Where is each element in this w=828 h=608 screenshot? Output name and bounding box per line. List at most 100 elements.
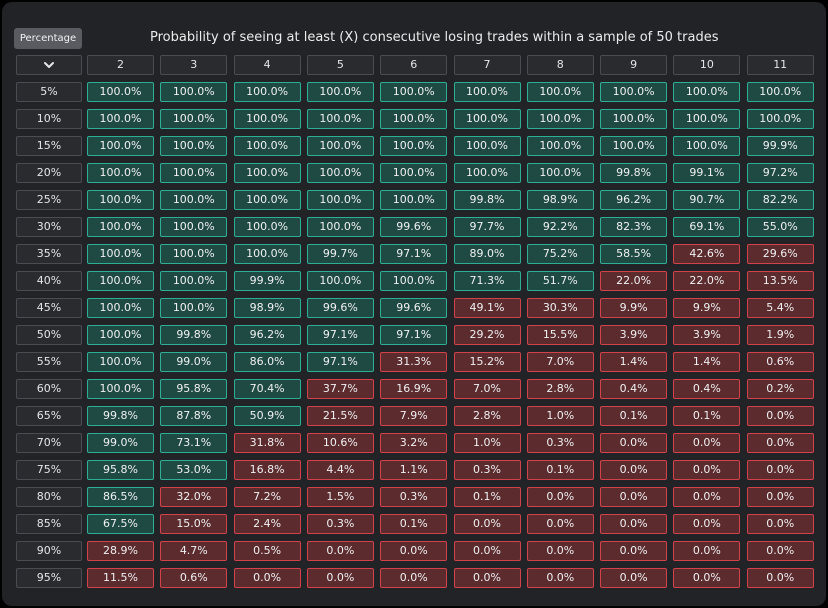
table-cell: 73.1%: [160, 433, 228, 453]
table-cell: 0.0%: [306, 541, 374, 561]
table-cell: 3.9%: [673, 325, 741, 345]
table-cell: 50.9%: [233, 406, 301, 426]
table-cell: 0.3%: [306, 514, 374, 534]
table-cell: 0.0%: [746, 487, 814, 507]
table-cell: 89.0%: [453, 244, 521, 264]
table-cell: 9.9%: [673, 298, 741, 318]
table-cell: 7.2%: [233, 487, 301, 507]
table-cell: 100.0%: [87, 163, 154, 183]
column-header-10[interactable]: 10: [673, 55, 741, 75]
table-cell: 0.0%: [746, 406, 814, 426]
column-header-6[interactable]: 6: [380, 55, 448, 75]
table-cell: 82.3%: [600, 217, 668, 237]
table-cell: 100.0%: [306, 271, 374, 291]
table-cell: 29.6%: [746, 244, 814, 264]
table-cell: 100.0%: [87, 271, 154, 291]
table-cell: 0.0%: [746, 541, 814, 561]
table-cell: 0.0%: [673, 568, 741, 588]
table-cell: 98.9%: [233, 298, 301, 318]
row-header: 95%: [16, 568, 82, 588]
row-header: 45%: [16, 298, 82, 318]
table-cell: 0.3%: [526, 433, 594, 453]
table-cell: 31.3%: [380, 352, 448, 372]
column-header-3[interactable]: 3: [160, 55, 228, 75]
page-title: Probability of seeing at least (X) conse…: [150, 30, 719, 45]
table-cell: 0.0%: [673, 487, 741, 507]
row-header: 20%: [16, 163, 82, 183]
table-cell: 100.0%: [453, 163, 521, 183]
table-cell: 70.4%: [233, 379, 301, 399]
table-cell: 100.0%: [526, 82, 594, 102]
table-cell: 100.0%: [160, 109, 228, 129]
table-cell: 97.7%: [453, 217, 521, 237]
column-header-5[interactable]: 5: [306, 55, 374, 75]
table-cell: 1.4%: [600, 352, 668, 372]
table-cell: 100.0%: [306, 82, 374, 102]
table-cell: 0.0%: [673, 514, 741, 534]
table-cell: 2.8%: [526, 379, 594, 399]
table-cell: 100.0%: [160, 163, 228, 183]
column-header-4[interactable]: 4: [233, 55, 301, 75]
table-cell: 67.5%: [87, 514, 154, 534]
table-cell: 99.0%: [87, 433, 154, 453]
table-cell: 100.0%: [160, 136, 228, 156]
table-cell: 100.0%: [600, 109, 668, 129]
row-header: 10%: [16, 109, 82, 129]
column-header-2[interactable]: 2: [87, 55, 154, 75]
column-header-11[interactable]: 11: [746, 55, 814, 75]
table-cell: 100.0%: [306, 163, 374, 183]
table-cell: 100.0%: [673, 109, 741, 129]
table-cell: 2.4%: [233, 514, 301, 534]
table-cell: 100.0%: [160, 271, 228, 291]
table-cell: 0.0%: [526, 568, 594, 588]
table-cell: 0.0%: [380, 541, 448, 561]
column-header-7[interactable]: 7: [453, 55, 521, 75]
table-cell: 100.0%: [87, 244, 154, 264]
table-cell: 0.6%: [746, 352, 814, 372]
table-cell: 100.0%: [160, 298, 228, 318]
table-cell: 0.0%: [746, 460, 814, 480]
table-cell: 90.7%: [673, 190, 741, 210]
table-cell: 97.2%: [746, 163, 814, 183]
table-cell: 100.0%: [306, 109, 374, 129]
row-header: 70%: [16, 433, 82, 453]
column-header-8[interactable]: 8: [526, 55, 594, 75]
table-cell: 99.0%: [160, 352, 228, 372]
table-cell: 1.9%: [746, 325, 814, 345]
table-cell: 0.0%: [526, 487, 594, 507]
table-cell: 0.0%: [600, 568, 668, 588]
table-cell: 0.0%: [673, 541, 741, 561]
table-cell: 22.0%: [600, 271, 668, 291]
table-cell: 99.6%: [380, 217, 448, 237]
table-cell: 100.0%: [453, 136, 521, 156]
table-cell: 9.9%: [600, 298, 668, 318]
sort-toggle-button[interactable]: [16, 55, 82, 75]
table-cell: 100.0%: [600, 136, 668, 156]
table-cell: 95.8%: [87, 460, 154, 480]
table-cell: 11.5%: [87, 568, 154, 588]
table-cell: 7.0%: [453, 379, 521, 399]
column-header-9[interactable]: 9: [600, 55, 668, 75]
table-cell: 0.0%: [746, 433, 814, 453]
table-cell: 100.0%: [600, 82, 668, 102]
table-cell: 0.4%: [673, 379, 741, 399]
table-cell: 0.3%: [380, 487, 448, 507]
table-cell: 96.2%: [600, 190, 668, 210]
table-cell: 97.1%: [306, 352, 374, 372]
table-cell: 100.0%: [526, 163, 594, 183]
table-cell: 86.0%: [233, 352, 301, 372]
table-cell: 97.1%: [306, 325, 374, 345]
table-cell: 1.0%: [453, 433, 521, 453]
table-cell: 86.5%: [87, 487, 154, 507]
table-cell: 0.4%: [600, 379, 668, 399]
table-cell: 100.0%: [526, 136, 594, 156]
table-cell: 0.1%: [600, 406, 668, 426]
table-cell: 95.8%: [160, 379, 228, 399]
row-header: 35%: [16, 244, 82, 264]
table-cell: 100.0%: [746, 82, 814, 102]
percentage-button[interactable]: Percentage: [14, 28, 82, 49]
table-cell: 0.0%: [600, 487, 668, 507]
table-cell: 99.8%: [87, 406, 154, 426]
table-cell: 0.0%: [673, 460, 741, 480]
